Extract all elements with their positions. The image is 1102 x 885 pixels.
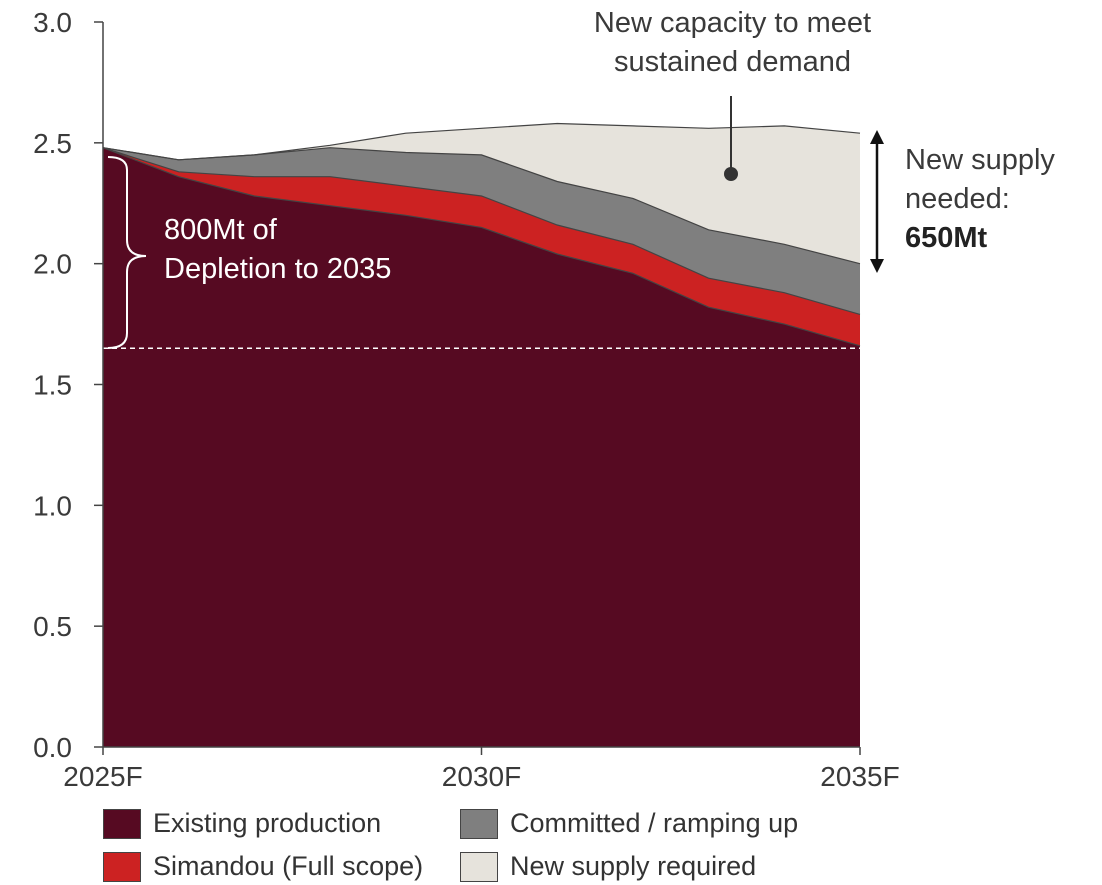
legend-label-simandou: Simandou (Full scope) xyxy=(153,851,424,881)
y-tick-label: 1.5 xyxy=(33,370,72,401)
area-existing-production xyxy=(103,147,860,747)
depletion-label: 800Mt of Depletion to 2035 xyxy=(164,211,391,289)
legend-label-committed: Committed / ramping up xyxy=(510,808,799,838)
y-tick-label: 2.5 xyxy=(33,128,72,159)
series-boundary-lines xyxy=(102,122,861,347)
area-new-supply-required xyxy=(103,123,860,264)
y-tick-label: 0.5 xyxy=(33,611,72,642)
legend-label-new-supply: New supply required xyxy=(510,851,757,881)
depletion-label-line2: Depletion to 2035 xyxy=(164,253,392,285)
legend-item-simandou: Simandou (Full scope) xyxy=(103,851,423,882)
callout-label-line1: New capacity to meet xyxy=(593,7,872,39)
x-tick-label: 2030F xyxy=(442,761,521,792)
series-areas xyxy=(103,123,860,747)
legend-item-committed: Committed / ramping up xyxy=(460,808,798,839)
area-simandou-full-scope xyxy=(103,147,860,346)
area-committed-ramping-up xyxy=(103,147,860,315)
y-axis-ticks: 0.0 0.5 1.0 1.5 2.0 2.5 3.0 xyxy=(33,7,103,763)
line-simandou-full-scope xyxy=(102,147,861,315)
y-tick-label: 2.0 xyxy=(33,249,72,280)
legend-item-existing-production: Existing production xyxy=(103,808,381,839)
legend-swatch-existing-production xyxy=(103,808,141,839)
y-tick-label: 3.0 xyxy=(33,7,72,38)
callout-dot xyxy=(724,167,738,181)
line-new-supply-required xyxy=(102,122,861,161)
legend-item-new-supply: New supply required xyxy=(460,851,756,882)
needed-value: 650Mt xyxy=(905,222,988,254)
depletion-brace xyxy=(107,156,147,349)
depletion-label-line1: 800Mt of xyxy=(164,214,277,246)
legend-label-existing-production: Existing production xyxy=(153,808,382,838)
double-headed-arrow xyxy=(870,130,884,273)
legend-swatch-new-supply xyxy=(460,851,498,882)
y-tick-label: 1.0 xyxy=(33,490,72,521)
y-tick-label: 0.0 xyxy=(33,732,72,763)
line-existing-production xyxy=(102,147,861,347)
callout-label: New capacity to meet sustained demand xyxy=(560,4,905,82)
legend-swatch-simandou xyxy=(103,851,141,882)
legend-swatch-committed xyxy=(460,808,498,839)
needed-label-line1: New supply xyxy=(905,144,1055,176)
x-tick-label: 2025F xyxy=(63,761,142,792)
needed-label-line2: needed: xyxy=(905,183,1010,215)
x-axis-ticks: 2025F 2030F 2035F xyxy=(63,747,900,792)
x-tick-label: 2035F xyxy=(820,761,899,792)
new-supply-needed-label: New supply needed: 650Mt xyxy=(905,141,1055,258)
callout-label-line2: sustained demand xyxy=(614,46,851,78)
